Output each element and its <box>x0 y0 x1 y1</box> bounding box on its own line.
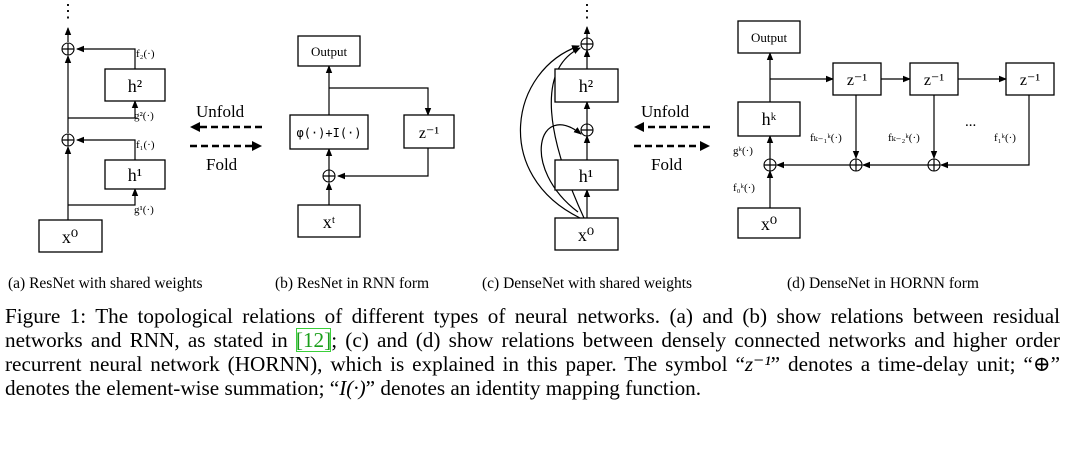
unfold-label-cd: Unfold <box>641 102 690 121</box>
panel-a: ⋮ x⁰ h¹ h² g¹(·) f₁(·) g²(·) f₂(·) <box>38 1 166 253</box>
sum-node-a1 <box>61 133 75 147</box>
input-label-c: x⁰ <box>578 225 594 245</box>
g1-label: g¹(·) <box>134 204 154 216</box>
input-box-d <box>737 207 801 239</box>
sum-node-d1 <box>849 158 863 172</box>
phi-label: φ(·)+I(·) <box>296 126 361 140</box>
panel-c: ⋮ h² h¹ x⁰ <box>519 1 619 251</box>
f0-label: f₀ᵏ(·) <box>733 182 755 194</box>
figure-diagram: ⋮ x⁰ h¹ h² g¹(·) f₁(·) g²(·) f₂(·) Unfol… <box>8 1 1055 292</box>
symbol-sum: ⊕ <box>1032 352 1051 376</box>
hidden1-box-c <box>554 159 619 191</box>
ellipsis-label: ... <box>965 114 976 130</box>
delay-box-d2 <box>909 62 959 96</box>
caption-text-5: ” denotes an identity mapping function. <box>365 376 702 400</box>
output-label-b: Output <box>311 44 348 59</box>
caption-b: (b) ResNet in RNN form <box>275 275 429 292</box>
sum-node-a2 <box>61 42 75 56</box>
f2-label: f₂(·) <box>136 48 155 60</box>
vdots-a: ⋮ <box>59 1 77 21</box>
delay-box-d3 <box>1005 62 1055 96</box>
caption-text-1: Figure 1: The topological relations of d… <box>5 304 1060 352</box>
fold-arrows-ab: Unfold Fold <box>190 102 262 174</box>
hidden2-box-c <box>554 68 619 103</box>
hidden2-label-c: h² <box>579 76 593 96</box>
hidden-box-d <box>737 101 801 137</box>
hidden2-label-a: h² <box>128 76 142 96</box>
sum-node-c1 <box>580 123 594 137</box>
delay-label-d3: z⁻¹ <box>1020 72 1041 89</box>
input-box-b <box>297 204 361 238</box>
caption-a: (a) ResNet with shared weights <box>8 275 203 292</box>
sum-node-d0 <box>763 158 777 172</box>
hidden2-box-a <box>104 68 166 102</box>
hidden1-label-a: h¹ <box>128 165 142 185</box>
input-box-c <box>554 217 619 251</box>
delay-box-b <box>403 114 455 149</box>
delay-label-d1: z⁻¹ <box>847 72 868 89</box>
hidden-label-d: hᵏ <box>762 109 777 129</box>
caption-c: (c) DenseNet with shared weights <box>482 275 692 292</box>
sum-node-c2 <box>580 37 594 51</box>
delay-box-d1 <box>832 62 882 96</box>
fold-label-ab: Fold <box>206 155 238 174</box>
hidden1-box-a <box>104 159 166 190</box>
sum-node-d2 <box>927 158 941 172</box>
fold-arrows-cd: Unfold Fold <box>634 102 710 174</box>
g2-label: g²(·) <box>134 110 154 122</box>
output-label-d: Output <box>751 30 788 45</box>
fk1-label: fₖ₋₁ᵏ(·) <box>810 132 842 144</box>
citation-link[interactable]: [12] <box>295 328 332 352</box>
caption-text-2: ; (c) and (d) show relations between den… <box>5 328 1060 376</box>
symbol-delay: z⁻¹ <box>744 352 771 376</box>
input-box-a <box>38 219 103 253</box>
gk-label: gᵏ(·) <box>733 145 753 157</box>
input-label-a: x⁰ <box>62 227 78 247</box>
fold-label-cd: Fold <box>651 155 683 174</box>
panel-d: Output hᵏ x⁰ z⁻¹ z⁻¹ z⁻¹ gᵏ(·) f₀ᵏ(·) fₖ… <box>733 20 1055 239</box>
input-label-b: xᵗ <box>323 212 336 232</box>
symbol-identity: I(·) <box>339 376 366 400</box>
output-box-d <box>737 20 801 54</box>
delay-label-d2: z⁻¹ <box>924 72 945 89</box>
phi-box <box>289 114 369 150</box>
panel-b: Output φ(·)+I(·) z⁻¹ xᵗ <box>289 35 455 238</box>
f1-label: f₁(·) <box>136 139 155 151</box>
sum-node-b <box>322 169 336 183</box>
fk2-label: fₖ₋₂ᵏ(·) <box>888 132 920 144</box>
caption-text-3: ” denotes a time-delay unit; “ <box>770 352 1033 376</box>
input-label-d: x⁰ <box>761 214 777 234</box>
vdots-c: ⋮ <box>578 1 596 21</box>
delay-label-b: z⁻¹ <box>419 125 440 142</box>
output-box-b <box>297 35 361 67</box>
hidden1-label-c: h¹ <box>579 166 593 186</box>
f1-label-d: f₁ᵏ(·) <box>994 132 1016 144</box>
caption-text-4: ” denotes the element-wise summation; “ <box>5 352 1060 400</box>
unfold-label-ab: Unfold <box>196 102 245 121</box>
figure-caption: Figure 1: The topological relations of d… <box>5 304 1060 400</box>
caption-d: (d) DenseNet in HORNN form <box>787 275 979 292</box>
